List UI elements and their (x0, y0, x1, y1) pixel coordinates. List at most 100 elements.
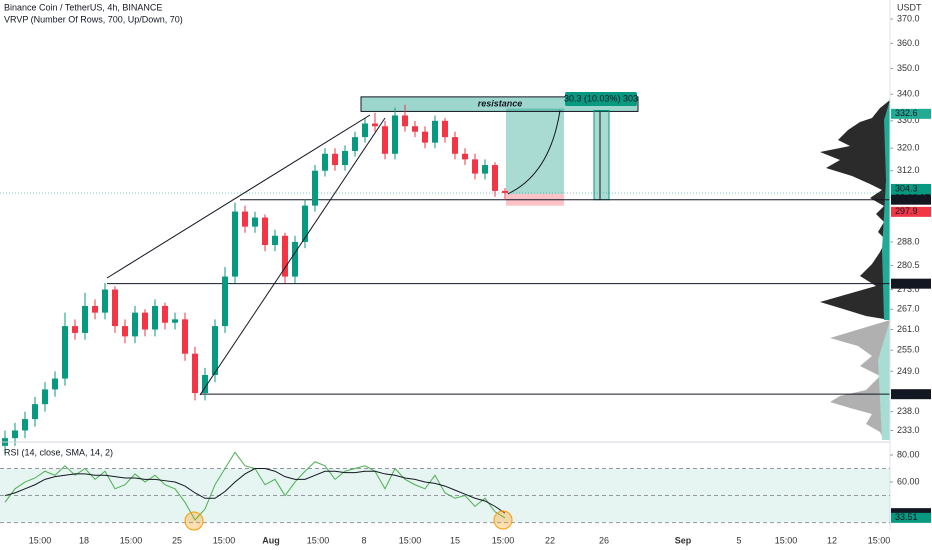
y-tick-label: 249.0 (897, 366, 920, 376)
candle-body (312, 170, 318, 206)
candle-body (22, 419, 28, 431)
candle-body (142, 312, 148, 330)
candle-body (422, 131, 428, 143)
candle-body (452, 137, 458, 154)
candle-body (442, 120, 448, 138)
x-tick-label: 15:00 (775, 535, 798, 545)
rsi-badge-label: 33.51 (895, 512, 918, 522)
x-tick-label: 15:00 (120, 535, 143, 545)
trendline (106, 114, 371, 279)
measure-bar (593, 110, 610, 201)
price-badge-label: 332.6 (895, 108, 918, 118)
candle-body (52, 378, 58, 390)
y-tick-label: 340.0 (897, 89, 920, 99)
candle-body (262, 217, 268, 246)
price-badge-label: 274.8 (895, 278, 918, 288)
x-tick-label: 18 (79, 535, 89, 545)
y-tick-label: 255.0 (897, 345, 920, 355)
candle-body (472, 159, 478, 174)
candle-body (362, 123, 368, 138)
price-badge (891, 389, 931, 400)
rsi-tick-label: 60.00 (897, 476, 920, 486)
y-tick-label: 370.0 (897, 13, 920, 23)
price-badge (891, 278, 931, 289)
candle-body (162, 305, 168, 323)
x-tick-label: 8 (361, 535, 366, 545)
chart-title: Binance Coin / TetherUS, 4h, BINANCE (4, 2, 162, 12)
candle-body (242, 211, 248, 227)
highlight (493, 510, 513, 530)
candle-body (392, 115, 398, 154)
candle-body (62, 326, 68, 379)
price-badge-label: 297.9 (895, 206, 918, 216)
candle-body (102, 289, 108, 313)
x-tick-label: 26 (599, 535, 609, 545)
rsi-tick-label: 80.00 (897, 449, 920, 459)
candle-body (192, 353, 198, 394)
y-tick-label: 288.0 (897, 236, 920, 246)
y-tick-label: 273.0 (897, 284, 920, 294)
candle-body (82, 305, 88, 333)
candle-body (112, 289, 118, 327)
resistance-label: resistance (478, 99, 523, 109)
price-badge-label: 304.3 (895, 183, 918, 193)
x-tick-label: Sep (675, 535, 692, 545)
y-tick-label: 360.0 (897, 38, 920, 48)
candle-body (12, 430, 18, 439)
y-tick-label: 238.0 (897, 406, 920, 416)
candle-body (272, 235, 278, 246)
candle-body (32, 404, 38, 420)
candle-body (292, 241, 298, 277)
candle-body (92, 305, 98, 313)
projection-arrow (507, 110, 561, 195)
y-tick-label: 330.0 (897, 115, 920, 125)
x-tick-label: Aug (262, 535, 280, 545)
x-axis: 15:00 18 15:00 25 15:00 Aug 15:00 8 15:00 15 15:00… (29, 535, 891, 545)
trade-tag (565, 92, 637, 106)
candle-body (122, 326, 128, 337)
price-badge (891, 194, 931, 205)
indicator-label: VRVP (Number Of Rows, 700, Up/Down, 70) (4, 14, 183, 24)
y-tick-label: 312.0 (897, 165, 920, 175)
x-tick-label: 22 (545, 535, 555, 545)
price-pane: resistance 30.3 (10.03%) 303 370.0 360.0 350… (0, 13, 931, 454)
x-tick-label: 15 (450, 535, 460, 545)
candle-body (252, 217, 258, 227)
price-badge (891, 108, 931, 119)
x-tick-label: 15:00 (868, 535, 891, 545)
candle-body (182, 319, 188, 354)
x-tick-label: 15:00 (213, 535, 236, 545)
y-tick-label: 280.5 (897, 260, 920, 270)
y-tick-label: 261.0 (897, 324, 920, 334)
trendline (199, 117, 386, 396)
price-badge-label: 302.0 (895, 194, 918, 204)
candle-body (202, 374, 208, 394)
x-tick-label: 25 (172, 535, 182, 545)
rsi-title: RSI (14, close, SMA, 14, 2) (4, 447, 113, 457)
candle-body (132, 312, 138, 337)
candle-body (322, 153, 328, 171)
profile-va-light (878, 320, 890, 440)
x-tick-label: 12 (827, 535, 837, 545)
profile-va (882, 100, 890, 320)
candle-body (412, 126, 418, 132)
candle-body (282, 235, 288, 277)
candle-body (502, 190, 508, 193)
candle-body (402, 115, 408, 127)
candle-body (492, 165, 498, 191)
y-tick-label: 350.0 (897, 63, 920, 73)
candle-body (482, 165, 488, 174)
highlight (184, 511, 204, 531)
volume-profile (820, 100, 890, 440)
candle-body (172, 319, 178, 323)
candle-body (302, 205, 308, 242)
x-tick-label: 15:00 (29, 535, 52, 545)
candle-body (222, 276, 228, 327)
x-tick-label: 15:00 (492, 535, 515, 545)
candle-body (352, 137, 358, 151)
rsi-badge (891, 512, 931, 523)
rsi-badge-label: 36.99 (895, 508, 918, 518)
